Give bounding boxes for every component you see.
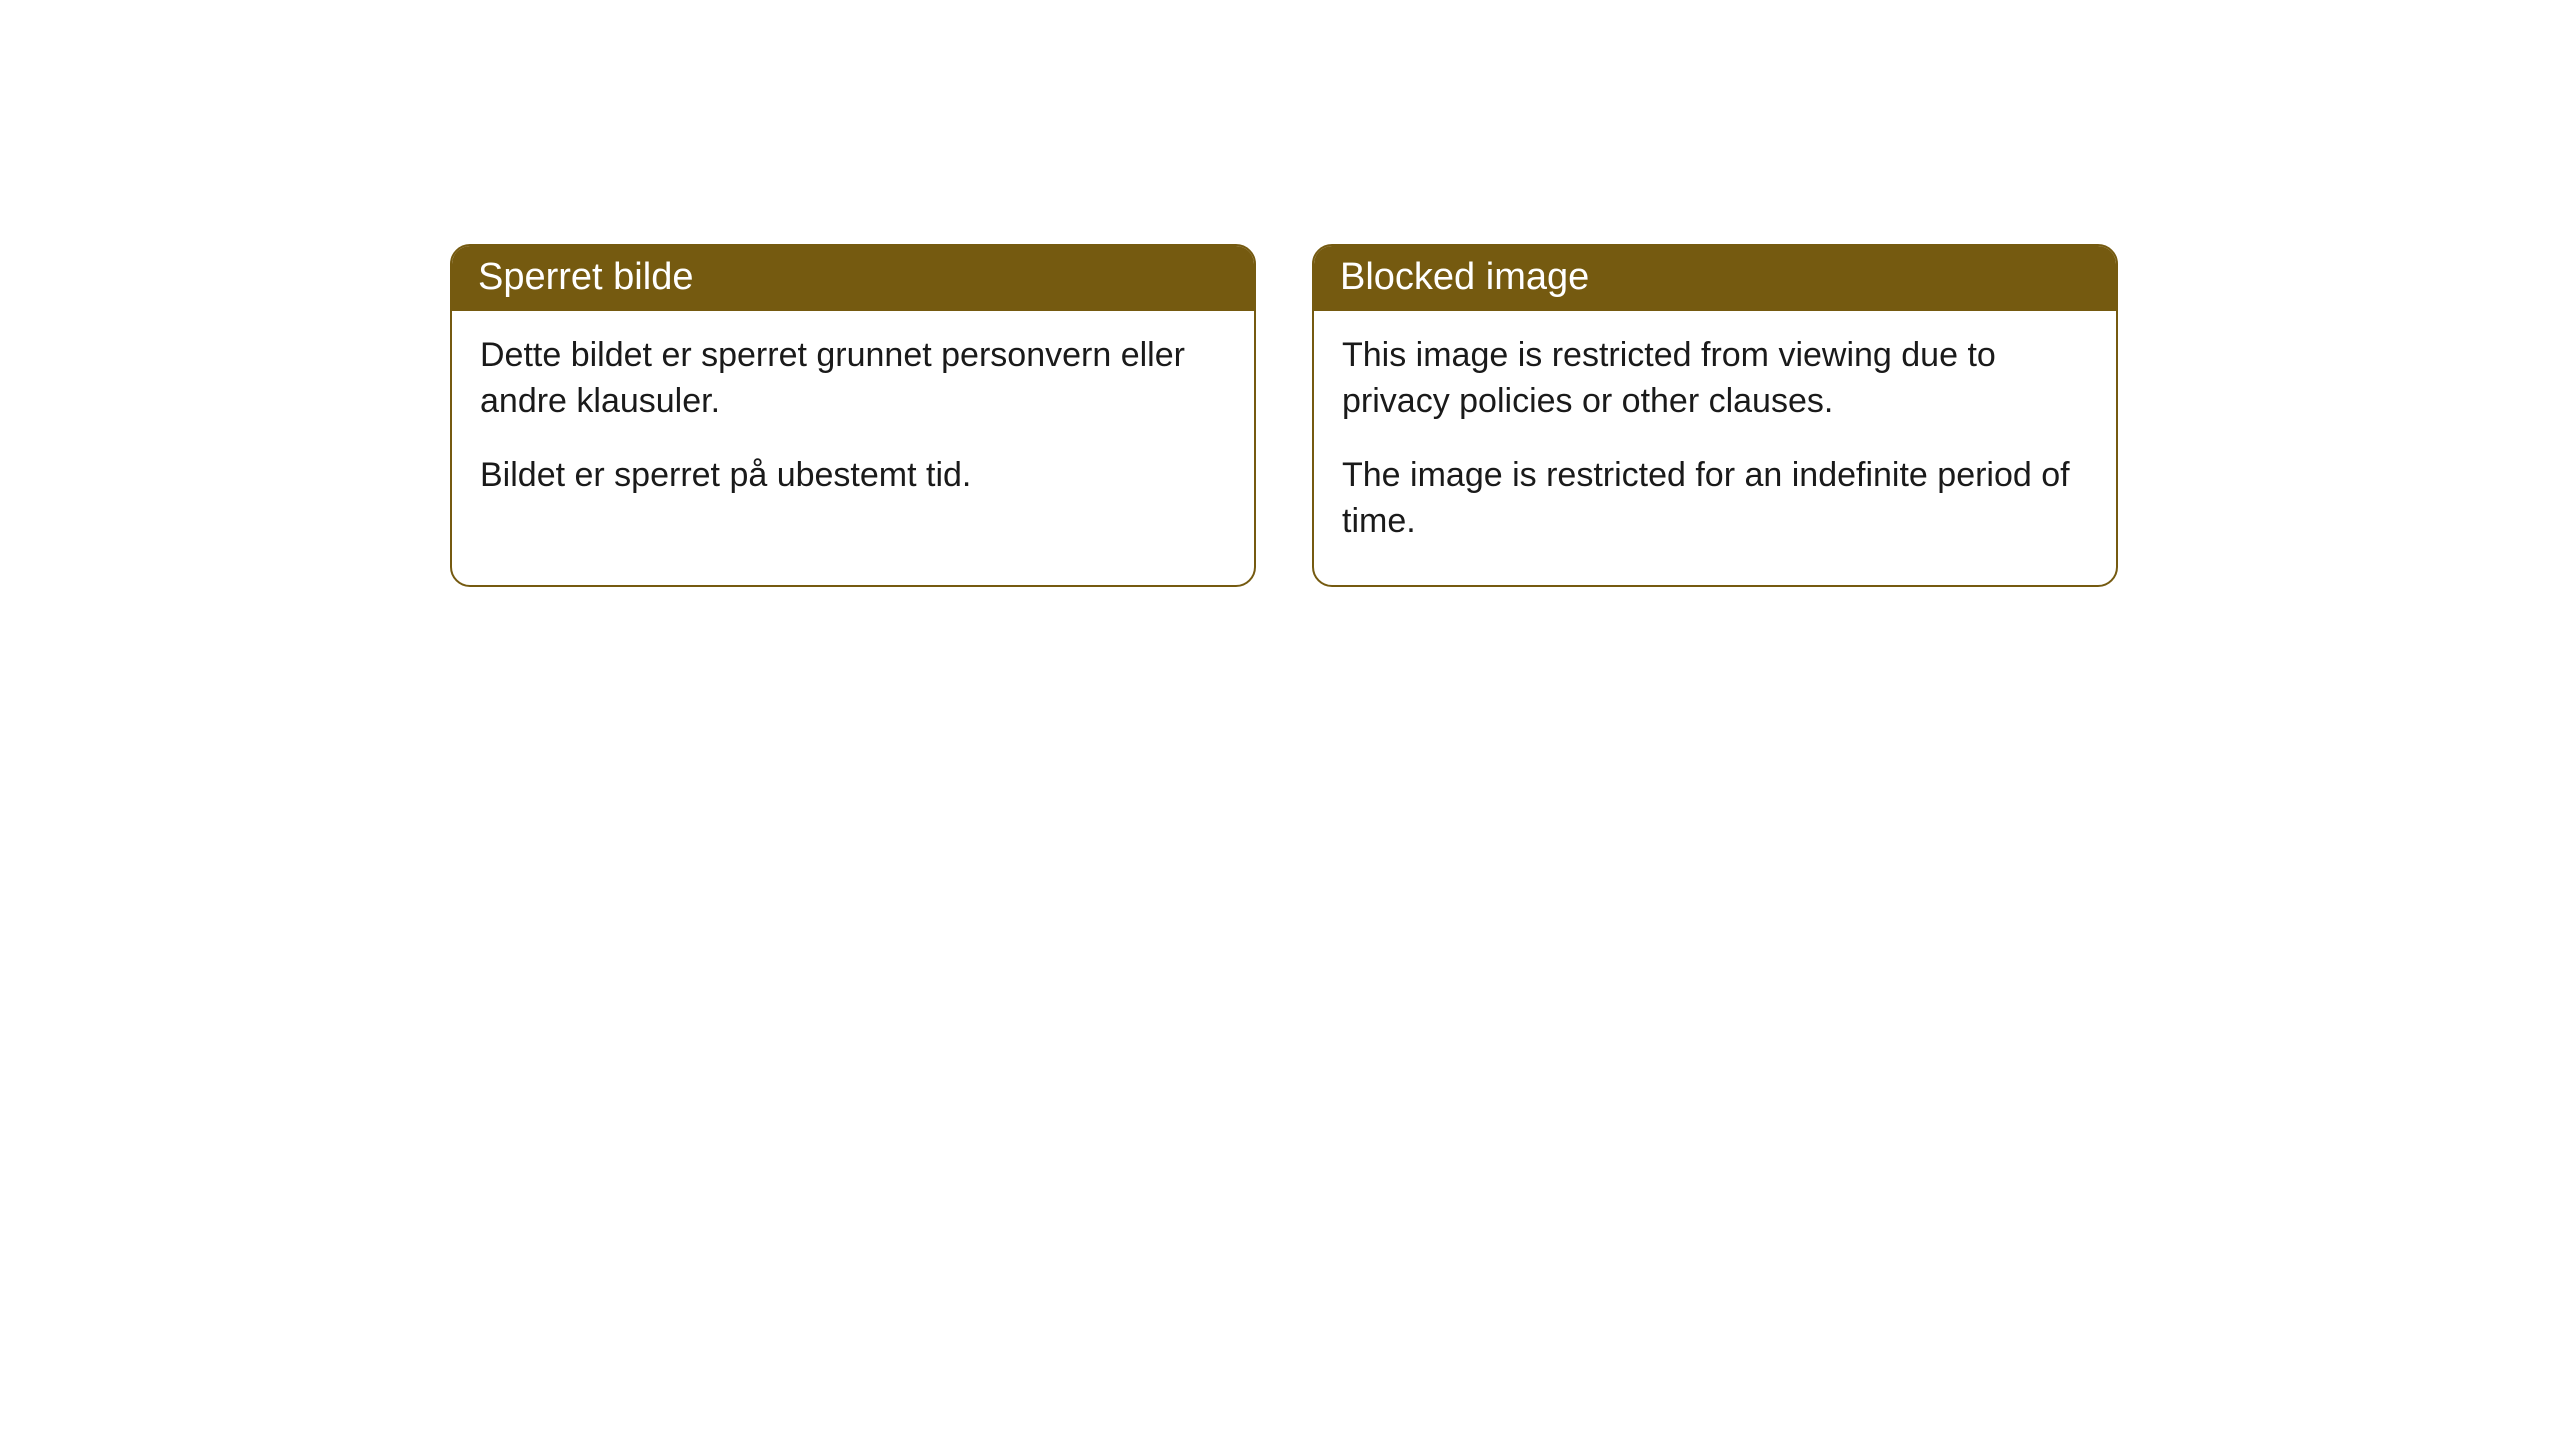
notice-text-line-2: The image is restricted for an indefinit… bbox=[1342, 453, 2088, 545]
notice-text-line-1: Dette bildet er sperret grunnet personve… bbox=[480, 333, 1226, 425]
notice-card-norwegian: Sperret bilde Dette bildet er sperret gr… bbox=[450, 244, 1256, 587]
card-title: Blocked image bbox=[1340, 256, 1589, 298]
card-body-english: This image is restricted from viewing du… bbox=[1314, 311, 2116, 585]
notice-text-line-2: Bildet er sperret på ubestemt tid. bbox=[480, 453, 1226, 499]
notice-cards-container: Sperret bilde Dette bildet er sperret gr… bbox=[0, 0, 2560, 587]
card-header-norwegian: Sperret bilde bbox=[452, 246, 1254, 311]
card-body-norwegian: Dette bildet er sperret grunnet personve… bbox=[452, 311, 1254, 539]
card-title: Sperret bilde bbox=[478, 256, 693, 298]
notice-text-line-1: This image is restricted from viewing du… bbox=[1342, 333, 2088, 425]
card-header-english: Blocked image bbox=[1314, 246, 2116, 311]
notice-card-english: Blocked image This image is restricted f… bbox=[1312, 244, 2118, 587]
